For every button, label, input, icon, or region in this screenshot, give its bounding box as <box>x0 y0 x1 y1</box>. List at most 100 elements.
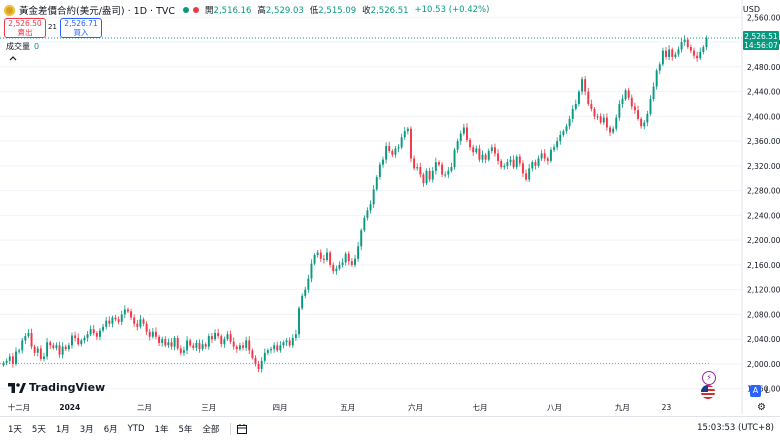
candle-body <box>151 331 154 337</box>
buy-button[interactable]: 2,526.71 買入 <box>60 18 102 38</box>
candle <box>540 149 543 161</box>
currency-label[interactable]: USD <box>742 5 760 14</box>
range-button[interactable]: 1月 <box>55 424 70 435</box>
us-flag-icon[interactable] <box>701 385 715 399</box>
candle-body <box>627 90 630 98</box>
range-button[interactable]: 5年 <box>178 424 193 435</box>
y-tick-label: 2,040.00 <box>747 335 780 344</box>
calendar-icon[interactable] <box>237 423 248 434</box>
candle-body <box>472 147 475 153</box>
candle-body <box>562 131 565 135</box>
candle-body <box>192 345 195 348</box>
gear-icon[interactable]: ⚙ <box>757 402 766 413</box>
candle-body <box>388 146 391 151</box>
candle-body <box>453 149 456 168</box>
candle <box>466 123 468 143</box>
candle-body <box>612 128 615 133</box>
log-scale-button[interactable]: L <box>765 386 770 395</box>
x-tick-label: 八月 <box>547 403 562 412</box>
candle-body <box>512 159 515 168</box>
price-badge: 2,526.51 14:56:07 <box>743 31 779 50</box>
range-button[interactable]: 全部 <box>202 424 220 435</box>
chevron-up-icon[interactable] <box>6 53 20 65</box>
candle <box>686 37 689 49</box>
candle-body <box>77 337 80 345</box>
range-button[interactable]: 1年 <box>154 424 169 435</box>
candle-body <box>518 156 521 164</box>
candle <box>245 336 248 351</box>
candle <box>64 344 67 351</box>
candle-body <box>158 336 161 343</box>
price-axis[interactable]: 2,560.002,520.002,480.002,440.002,400.00… <box>747 13 780 393</box>
range-button[interactable]: 3月 <box>79 424 94 435</box>
candle <box>238 342 241 351</box>
candle-body <box>154 331 157 337</box>
candle-body <box>568 118 571 127</box>
candle-body <box>640 118 643 127</box>
candle <box>525 169 528 182</box>
sell-button[interactable]: 2,526.50 賣出 <box>4 18 46 38</box>
candle <box>400 133 403 150</box>
sell-price: 2,526.50 <box>8 19 42 28</box>
candle <box>599 113 602 125</box>
range-button[interactable]: 6月 <box>103 424 118 435</box>
candle-body <box>49 342 52 346</box>
candle <box>484 152 487 164</box>
candle <box>217 328 220 339</box>
candle-body <box>397 147 400 149</box>
candle-body <box>332 264 335 272</box>
candle-body <box>71 335 73 346</box>
range-buttons: 1天 5天 1月 3月 6月 YTD 1年 5年 全部 <box>0 423 224 435</box>
candle <box>170 337 173 350</box>
candle <box>630 94 633 110</box>
candle <box>24 333 27 345</box>
candle <box>189 338 192 348</box>
candle-body <box>354 258 356 265</box>
candle <box>179 345 182 356</box>
candle-body <box>326 252 328 260</box>
volume-label: 成交量 <box>6 42 30 51</box>
symbol-title[interactable]: 黃金差價合約(美元/盎司) · 1D · TVC <box>19 6 176 17</box>
candle-body <box>43 356 45 359</box>
candle-body <box>21 340 24 351</box>
candle <box>251 348 254 360</box>
candle-body <box>304 289 307 296</box>
candle-body <box>294 334 297 338</box>
range-button[interactable]: 1天 <box>8 424 22 435</box>
candle <box>67 342 70 352</box>
candle-body <box>574 103 577 109</box>
candle <box>515 154 518 170</box>
candle-body <box>145 323 148 332</box>
lightning-icon[interactable]: ⚡ <box>702 371 716 385</box>
candle-body <box>27 333 30 337</box>
candle <box>574 99 577 111</box>
candle-body <box>207 336 210 347</box>
candle <box>36 346 39 357</box>
candle-body <box>257 363 260 369</box>
candle-body <box>416 167 419 169</box>
range-button[interactable]: 5天 <box>31 424 46 435</box>
candle <box>49 340 52 350</box>
tradingview-logo[interactable]: TradingView <box>8 381 105 394</box>
candle-body <box>2 362 5 366</box>
candle <box>263 348 266 363</box>
time-axis[interactable]: 十二月 2024 二月 三月 四月 五月 六月 七月 八月 九月 23 <box>8 402 672 412</box>
candle <box>357 242 360 262</box>
candle-body <box>18 350 21 352</box>
volume-indicator[interactable]: 成交量 0 <box>6 41 39 52</box>
candle <box>553 144 556 153</box>
clock-readout[interactable]: 15:03:53 (UTC+8) <box>697 423 774 433</box>
candle <box>431 167 434 183</box>
realtime-status-icon <box>193 7 200 13</box>
candle <box>447 167 450 179</box>
candle <box>229 330 232 345</box>
auto-scale-button[interactable]: A <box>750 385 761 397</box>
candle <box>391 149 394 158</box>
candle <box>487 148 490 162</box>
candle <box>668 45 671 60</box>
candle-body <box>621 99 624 104</box>
candle <box>210 333 213 343</box>
candle <box>102 323 105 333</box>
range-button[interactable]: YTD <box>127 423 145 434</box>
